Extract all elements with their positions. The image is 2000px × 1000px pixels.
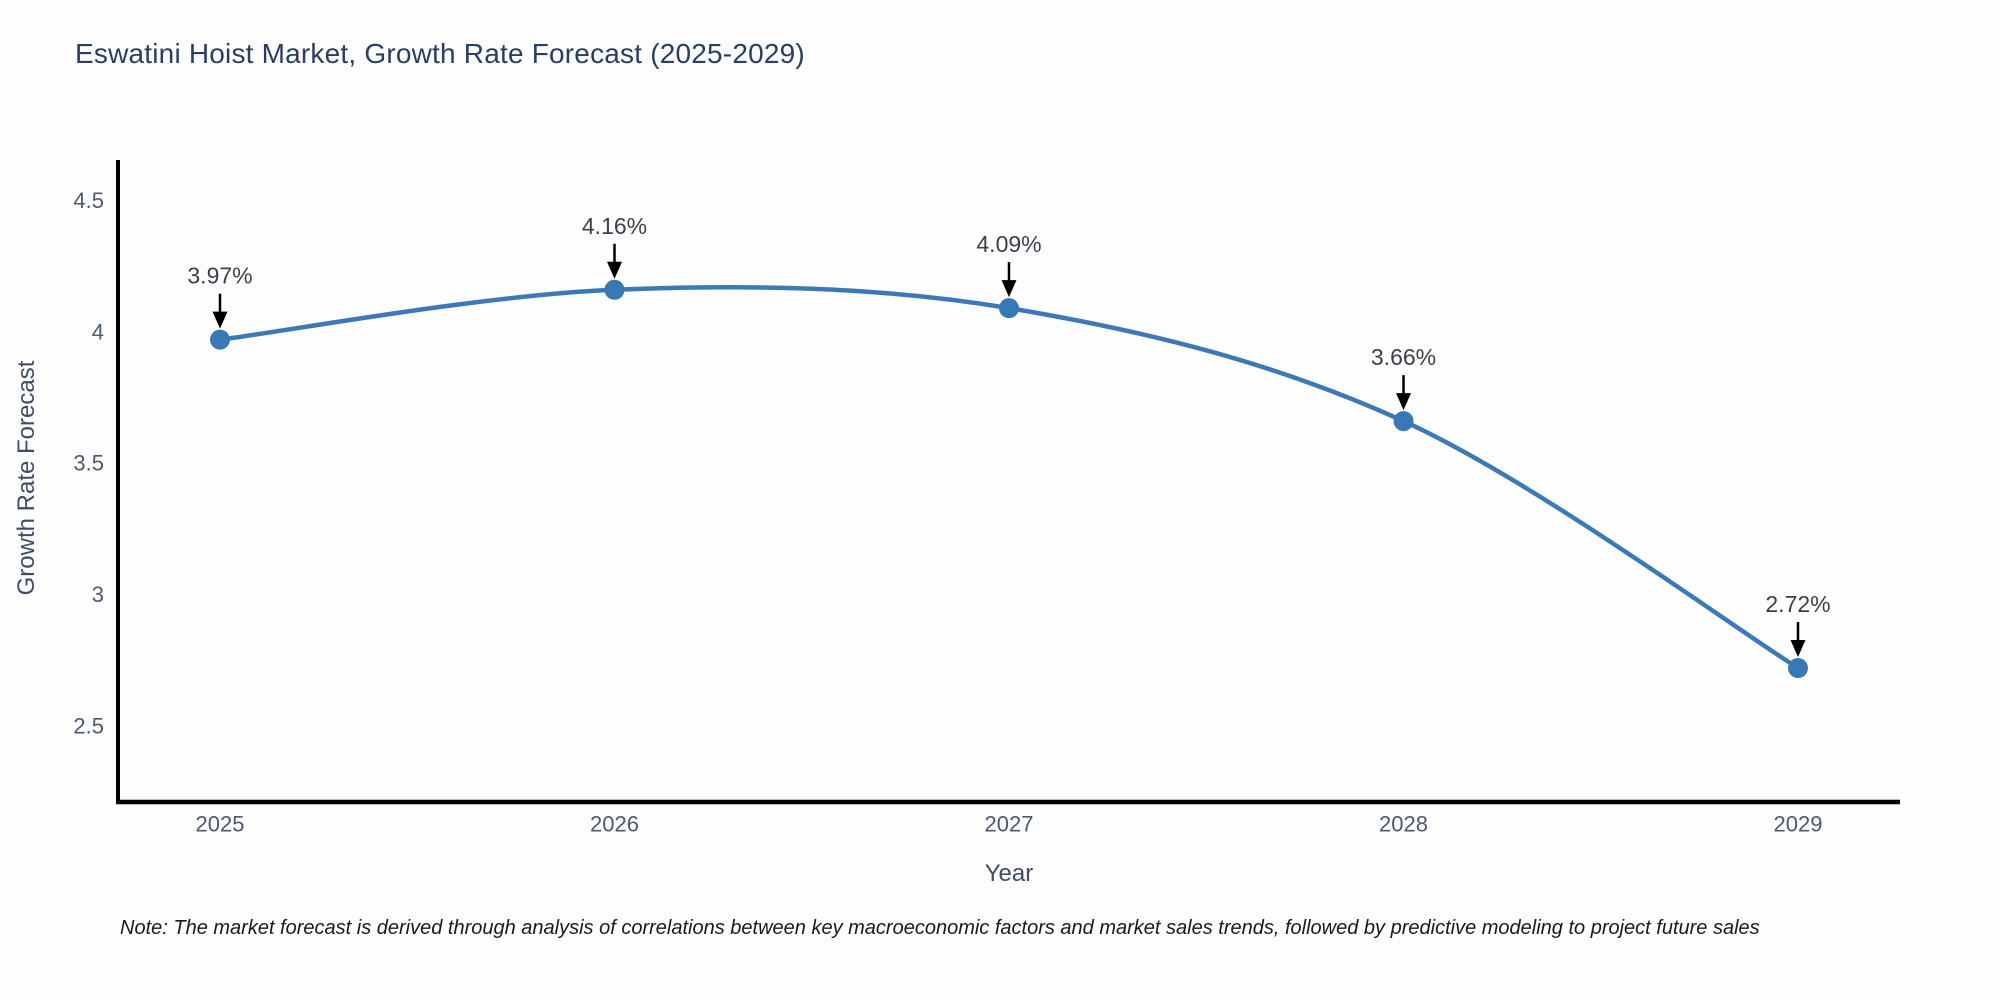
y-tick-label: 4: [92, 319, 104, 344]
annotation-label: 2.72%: [1765, 591, 1830, 617]
annotation-arrowhead-icon: [1790, 640, 1806, 658]
chart-title: Eswatini Hoist Market, Growth Rate Forec…: [75, 38, 805, 69]
annotation-arrowhead-icon: [607, 261, 622, 279]
y-tick-label: 4.5: [73, 188, 104, 213]
annotation-arrowhead-icon: [1001, 280, 1017, 298]
footnote: Note: The market forecast is derived thr…: [120, 917, 1760, 939]
forecast-line: [217, 285, 1801, 671]
data-point-2025[interactable]: [210, 329, 230, 350]
x-tick-label: 2029: [1774, 812, 1823, 837]
x-tick-label: 2026: [590, 812, 639, 837]
annotation-arrowhead-icon: [1396, 393, 1411, 411]
annotation-label: 3.97%: [187, 263, 252, 289]
annotation-arrowhead-icon: [212, 311, 228, 329]
y-axis-title: Growth Rate Forecast: [13, 360, 40, 596]
y-tick-label: 3: [92, 582, 104, 607]
x-axis-title: Year: [984, 860, 1034, 887]
data-point-2027[interactable]: [999, 298, 1019, 319]
data-point-2029[interactable]: [1788, 658, 1808, 679]
x-tick-label: 2027: [985, 812, 1034, 837]
x-tick-label: 2028: [1379, 812, 1428, 837]
x-tick-label: 2025: [196, 812, 245, 837]
annotation-label: 4.09%: [976, 231, 1041, 257]
annotation-label: 4.16%: [582, 213, 647, 239]
y-tick-label: 3.5: [73, 451, 104, 476]
y-tick-label: 2.5: [73, 713, 104, 738]
annotation-label: 3.66%: [1371, 344, 1436, 370]
data-point-2028[interactable]: [1393, 411, 1414, 432]
data-point-2026[interactable]: [604, 279, 625, 300]
